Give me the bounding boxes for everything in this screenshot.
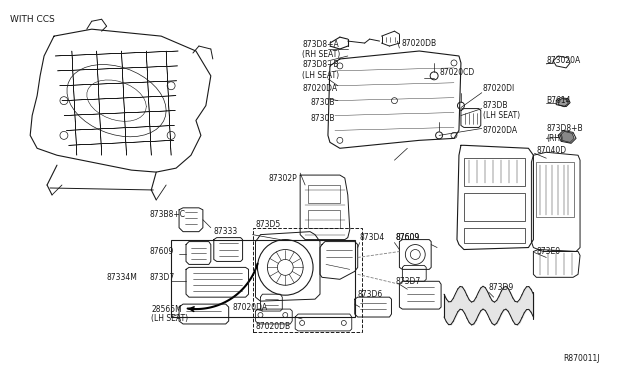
Text: (RH): (RH) xyxy=(547,134,563,143)
Text: 8730B: 8730B xyxy=(310,114,335,123)
Text: 87020DI: 87020DI xyxy=(483,84,515,93)
Text: 87020DA: 87020DA xyxy=(233,302,268,312)
Text: 87609: 87609 xyxy=(396,233,420,242)
Text: 873D9: 873D9 xyxy=(489,283,514,292)
Text: 873B8+C: 873B8+C xyxy=(149,210,186,219)
Text: 87040D: 87040D xyxy=(536,146,566,155)
Text: R870011J: R870011J xyxy=(563,354,600,363)
Text: 87333: 87333 xyxy=(214,227,238,236)
Text: 87020DA: 87020DA xyxy=(483,126,518,135)
Polygon shape xyxy=(558,99,568,107)
Polygon shape xyxy=(560,131,574,142)
Text: (LH SEAT): (LH SEAT) xyxy=(483,111,520,120)
Bar xyxy=(464,193,525,221)
Bar xyxy=(464,228,525,243)
Text: 87609: 87609 xyxy=(149,247,173,256)
Text: 873DB: 873DB xyxy=(483,101,508,110)
Text: 873020A: 873020A xyxy=(547,57,580,65)
Text: 87334M: 87334M xyxy=(107,273,138,282)
Text: 873D8+B: 873D8+B xyxy=(302,60,339,70)
Text: WITH CCS: WITH CCS xyxy=(10,15,55,24)
Text: 87020CD: 87020CD xyxy=(439,68,474,77)
Bar xyxy=(253,228,362,332)
Text: 873D6: 873D6 xyxy=(358,290,383,299)
Text: 87020DB: 87020DB xyxy=(401,39,436,48)
Bar xyxy=(308,210,340,228)
Text: 873D7: 873D7 xyxy=(396,277,420,286)
Text: 87020DA: 87020DA xyxy=(302,84,337,93)
Text: 87302P: 87302P xyxy=(268,174,297,183)
Text: 873E0: 873E0 xyxy=(536,247,561,256)
Text: (RH SEAT): (RH SEAT) xyxy=(302,51,340,60)
Text: 87609: 87609 xyxy=(396,233,420,242)
Text: 873D7: 873D7 xyxy=(149,273,175,282)
Bar xyxy=(536,162,574,217)
Text: 873D5: 873D5 xyxy=(255,220,281,229)
Text: (LH SEAT): (LH SEAT) xyxy=(302,71,339,80)
Text: (LH SEAT): (LH SEAT) xyxy=(151,314,188,324)
Text: 873D8+A: 873D8+A xyxy=(302,39,339,49)
Text: 873D4: 873D4 xyxy=(360,233,385,242)
Bar xyxy=(464,158,525,186)
Text: B7614: B7614 xyxy=(547,96,571,105)
Bar xyxy=(308,185,340,203)
Text: 87020DB: 87020DB xyxy=(255,323,291,331)
Text: 873D8+B: 873D8+B xyxy=(547,124,583,133)
Text: 8730B: 8730B xyxy=(310,98,335,107)
Text: 28565M: 28565M xyxy=(151,305,182,314)
Bar xyxy=(171,240,355,317)
